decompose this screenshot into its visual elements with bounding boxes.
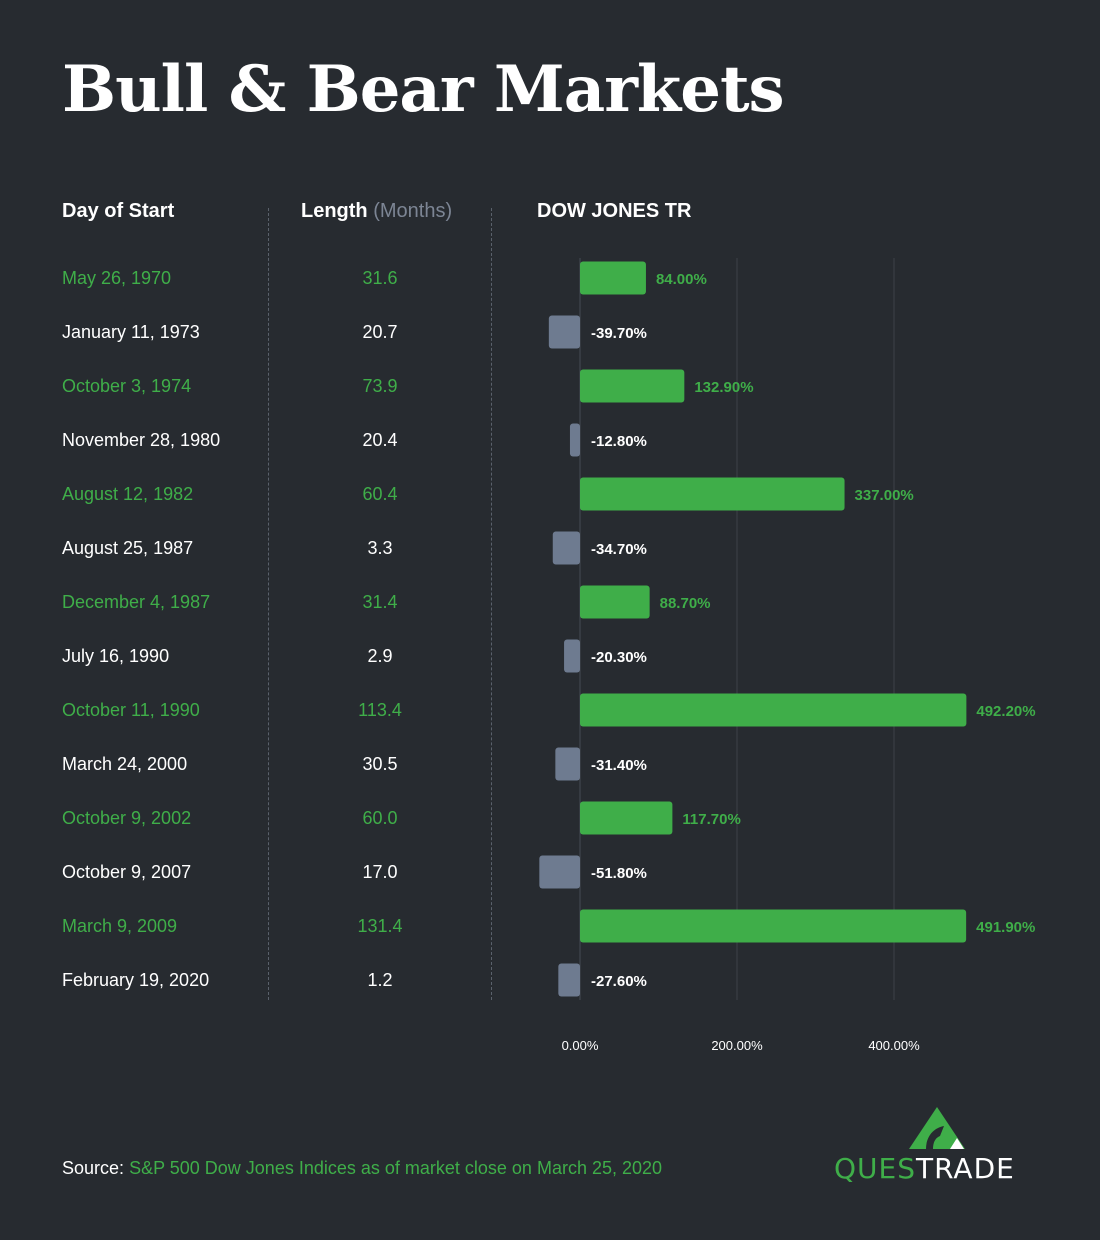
- questrade-logo-icon: [909, 1107, 965, 1149]
- data-label: -20.30%: [591, 649, 647, 666]
- length-months: 20.7: [362, 322, 398, 342]
- bull-market-bar: [580, 801, 673, 835]
- start-date: May 26, 1970: [62, 268, 172, 288]
- bear-market-bar: [558, 963, 580, 997]
- source-label: Source:: [62, 1158, 125, 1178]
- data-label: -27.60%: [591, 973, 647, 990]
- column-header-dow-jones: DOW JONES TR: [537, 200, 692, 222]
- length-months: 2.9: [367, 646, 393, 666]
- table-row: November 28, 1980 20.4: [0, 413, 560, 467]
- length-months: 31.6: [362, 268, 398, 288]
- table-row: July 16, 1990 2.9: [0, 629, 560, 683]
- bull-market-bar: [580, 261, 646, 295]
- questrade-logo: QUESTRADE: [834, 1104, 1039, 1185]
- logo-text-green: QUES: [834, 1152, 916, 1185]
- table-row: October 3, 1974 73.9: [0, 359, 560, 413]
- bear-market-bar: [548, 315, 580, 349]
- data-label: -31.40%: [591, 757, 647, 774]
- table-row: March 9, 2009 131.4: [0, 899, 560, 953]
- bull-market-bar: [580, 585, 650, 619]
- bear-market-bar: [564, 639, 580, 673]
- start-date: October 11, 1990: [62, 700, 200, 720]
- source-note: Source: S&P 500 Dow Jones Indices as of …: [62, 1158, 662, 1179]
- table-row: January 11, 1973 20.7: [0, 305, 560, 359]
- start-date: October 9, 2007: [62, 862, 192, 882]
- column-header-length: Length (Months): [301, 200, 452, 223]
- table-row: October 9, 2002 60.0: [0, 791, 560, 845]
- length-months: 20.4: [362, 430, 398, 450]
- x-tick-label: 0.00%: [562, 1038, 599, 1053]
- start-date: February 19, 2020: [62, 970, 210, 990]
- length-header-unit: (Months): [373, 200, 453, 222]
- bear-market-bar: [555, 747, 580, 781]
- page-title: Bull & Bear Markets: [62, 52, 785, 127]
- data-label: -51.80%: [591, 865, 647, 882]
- table-row: October 11, 1990 113.4: [0, 683, 560, 737]
- bull-market-bar: [580, 369, 685, 403]
- column-divider: [268, 208, 269, 1000]
- column-header-day-of-start: Day of Start: [62, 200, 175, 222]
- start-date: July 16, 1990: [62, 646, 170, 666]
- length-months: 17.0: [362, 862, 398, 882]
- start-date: March 24, 2000: [62, 754, 188, 774]
- table-row: August 25, 1987 3.3: [0, 521, 560, 575]
- bear-market-bar: [569, 423, 580, 457]
- length-months: 60.4: [362, 484, 398, 504]
- length-months: 31.4: [362, 592, 398, 612]
- table-row: March 24, 2000 30.5: [0, 737, 560, 791]
- table-row: May 26, 1970 31.6: [0, 251, 560, 305]
- data-label: 337.00%: [855, 487, 914, 504]
- bull-market-bar: [580, 477, 845, 511]
- dow-jones-bar-chart: 84.00% -39.70% 132.90% -12.80% 337.00% -34.70…: [539, 258, 1036, 1053]
- data-label: 84.00%: [656, 271, 707, 288]
- table-row: August 12, 1982 60.4: [0, 467, 560, 521]
- data-label: 491.90%: [976, 919, 1035, 936]
- bull-market-bar: [580, 909, 967, 943]
- x-tick-label: 400.00%: [868, 1038, 920, 1053]
- data-label: -39.70%: [591, 325, 647, 342]
- data-label: -12.80%: [591, 433, 647, 450]
- table-row: February 19, 2020 1.2: [0, 953, 560, 1007]
- length-months: 3.3: [367, 538, 393, 558]
- length-header-label: Length: [301, 200, 368, 222]
- source-text: S&P 500 Dow Jones Indices as of market c…: [129, 1158, 663, 1178]
- start-date: August 12, 1982: [62, 484, 194, 504]
- length-months: 60.0: [362, 808, 398, 828]
- length-months: 131.4: [357, 916, 403, 936]
- data-label: 88.70%: [660, 595, 711, 612]
- table-row: October 9, 2007 17.0: [0, 845, 560, 899]
- start-date: October 3, 1974: [62, 376, 192, 396]
- data-label: 492.20%: [976, 703, 1035, 720]
- length-months: 73.9: [362, 376, 398, 396]
- column-divider: [491, 208, 492, 1000]
- x-tick-label: 200.00%: [711, 1038, 763, 1053]
- start-date: August 25, 1987: [62, 538, 194, 558]
- length-months: 1.2: [367, 970, 393, 990]
- data-label: 117.70%: [682, 811, 740, 828]
- bear-market-bar: [539, 855, 580, 889]
- data-label: 132.90%: [694, 379, 753, 396]
- bear-market-bar: [552, 531, 580, 565]
- length-months: 30.5: [362, 754, 398, 774]
- questrade-wordmark: QUESTRADE: [834, 1152, 1015, 1185]
- bull-market-bar: [580, 693, 967, 727]
- start-date: November 28, 1980: [62, 430, 221, 450]
- data-label: -34.70%: [591, 541, 647, 558]
- start-date: January 11, 1973: [62, 322, 200, 342]
- table-row: December 4, 1987 31.4: [0, 575, 560, 629]
- start-date: October 9, 2002: [62, 808, 192, 828]
- logo-text-white: TRADE: [916, 1152, 1015, 1185]
- start-date: December 4, 1987: [62, 592, 211, 612]
- start-date: March 9, 2009: [62, 916, 178, 936]
- length-months: 113.4: [358, 700, 402, 720]
